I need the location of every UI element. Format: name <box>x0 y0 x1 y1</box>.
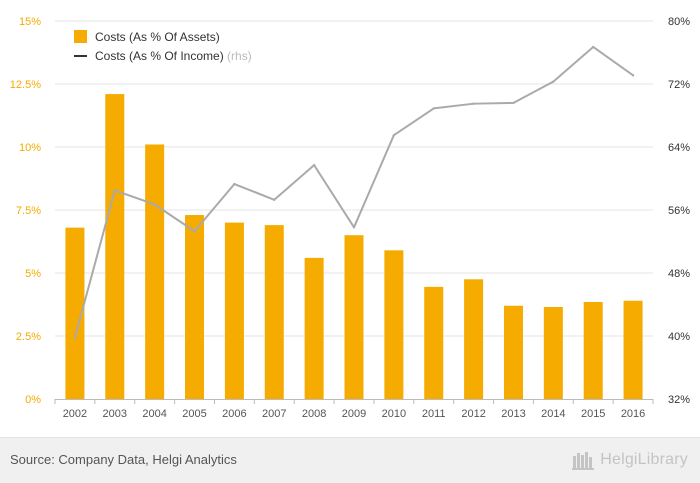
x-tick-label: 2002 <box>63 408 87 420</box>
bar <box>65 227 85 399</box>
y-right-tick-label: 72% <box>668 79 690 91</box>
bar <box>105 94 125 399</box>
chart-area: 0% 2.5% 5% 7.5% 10% 12.5% 15% 32% 40% 48% 56% 64% 72… <box>10 16 690 420</box>
line-point <box>312 163 316 167</box>
brand-logo[interactable]: HelgiLibrary <box>572 450 688 470</box>
bar <box>384 250 404 399</box>
line-point <box>512 101 515 105</box>
line-point <box>233 182 236 186</box>
y-left-tick-label: 12.5% <box>10 79 41 91</box>
legend-swatch-bar <box>74 30 87 43</box>
x-tick-label: 2010 <box>382 408 406 420</box>
chart-footer: Source: Company Data, Helgi Analytics He… <box>0 437 700 483</box>
x-tick-label: 2007 <box>262 408 286 420</box>
y-left-tick-label: 2.5% <box>16 331 41 343</box>
x-tick-label: 2011 <box>422 408 446 420</box>
line-point <box>392 133 396 137</box>
brand-name: HelgiLibrary <box>600 451 688 468</box>
bar <box>583 301 603 399</box>
legend-label-line: Costs (As % Of Income) (rhs) <box>95 49 252 63</box>
bar <box>344 235 364 399</box>
line-point <box>592 45 595 49</box>
y-right-tick-label: 64% <box>668 142 690 154</box>
x-tick-label: 2006 <box>222 408 246 420</box>
x-tick-label: 2005 <box>182 408 206 420</box>
y-left-tick-label: 7.5% <box>16 205 41 217</box>
bar <box>424 286 444 399</box>
bar <box>185 215 205 399</box>
x-tick-label: 2014 <box>541 408 565 420</box>
line-point <box>552 80 555 83</box>
line-point <box>273 198 276 201</box>
x-tick-label: 2008 <box>302 408 326 420</box>
x-tick-label: 2009 <box>342 408 366 420</box>
x-tick-label: 2016 <box>621 408 645 420</box>
line-point <box>631 74 635 77</box>
y-right-tick-label: 48% <box>668 268 690 280</box>
y-right-tick-label: 40% <box>668 331 690 343</box>
y-right-tick-label: 80% <box>668 16 690 28</box>
line-point <box>113 189 117 192</box>
legend-label-bar: Costs (As % Of Assets) <box>95 30 220 44</box>
bar <box>224 222 244 399</box>
line-point <box>432 107 435 110</box>
line-point <box>352 226 356 229</box>
x-tick-label: 2012 <box>461 408 485 420</box>
y-left-tick-label: 15% <box>19 16 41 28</box>
bar <box>264 225 284 399</box>
bar <box>503 305 523 399</box>
line-point <box>472 102 475 105</box>
line-point <box>73 336 77 339</box>
source-note: Source: Company Data, Helgi Analytics <box>10 452 237 467</box>
line-point <box>153 203 156 206</box>
bar <box>623 300 643 399</box>
bar <box>304 257 324 399</box>
y-left-tick-label: 10% <box>19 142 41 154</box>
y-left-tick-label: 0% <box>25 394 41 406</box>
bar <box>145 144 165 399</box>
bar <box>464 279 484 399</box>
x-tick-label: 2003 <box>103 408 127 420</box>
y-right-tick-label: 56% <box>668 205 690 217</box>
library-logo-icon <box>572 452 595 470</box>
x-tick-label: 2013 <box>501 408 525 420</box>
x-tick-label: 2015 <box>581 408 605 420</box>
y-right-tick-label: 32% <box>668 394 690 406</box>
y-left-tick-label: 5% <box>25 268 41 280</box>
line-point <box>193 230 196 233</box>
bar <box>543 307 563 399</box>
x-tick-label: 2004 <box>142 408 166 420</box>
